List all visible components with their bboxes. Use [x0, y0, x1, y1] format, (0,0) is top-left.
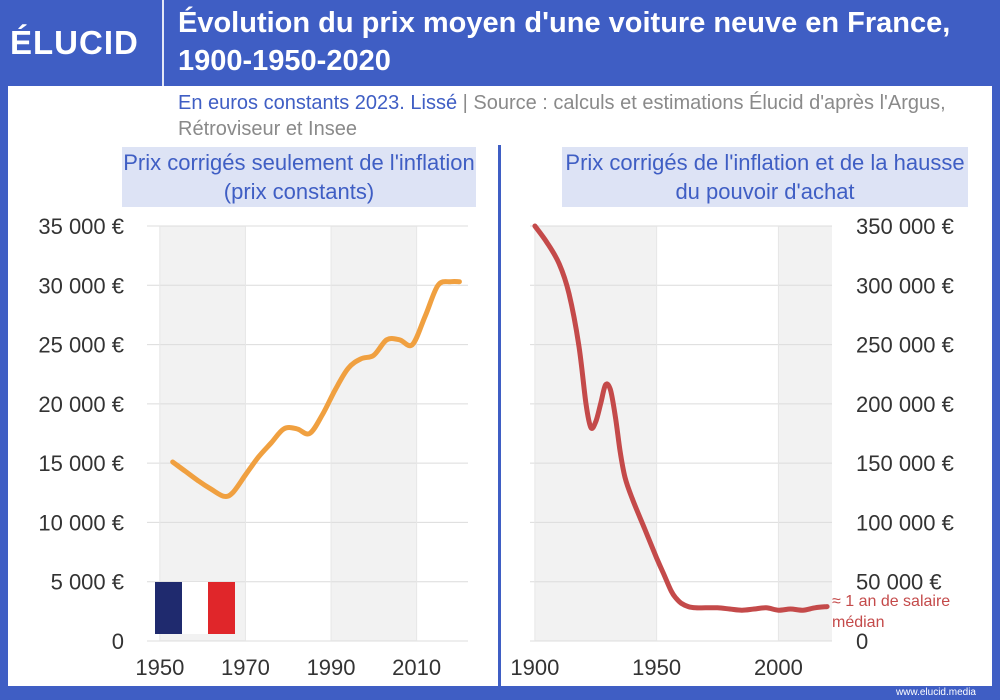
right-ytick-label: 100 000 € [856, 510, 954, 535]
left-xtick-label: 1990 [307, 655, 356, 680]
left-shaded-band-1 [331, 226, 417, 641]
left-shaded-band-0 [159, 226, 246, 641]
left-xtick-label: 2010 [392, 655, 441, 680]
header-bar [0, 0, 1000, 86]
annotation-median-salary-line-1: médian [832, 614, 884, 631]
right-xtick-label: 1900 [510, 655, 559, 680]
left-ytick-label: 10 000 € [38, 510, 124, 535]
left-ytick-label: 25 000 € [38, 333, 124, 358]
annotation-median-salary-line-0: ≈ 1 an de salaire [832, 593, 950, 610]
left-series-line-0 [170, 278, 462, 499]
flag-blue-stripe [155, 582, 182, 634]
left-ytick-label: 15 000 € [38, 451, 124, 476]
right-shaded-band-1 [778, 226, 832, 641]
right-panel-title: Prix corrigés de l'inflation et de la ha… [562, 147, 968, 207]
right-ytick-label: 350 000 € [856, 214, 954, 239]
left-ytick-label: 20 000 € [38, 392, 124, 417]
right-ytick-label: 250 000 € [856, 333, 954, 358]
footer-url: www.elucid.media [895, 687, 976, 698]
subtitle-separator: | [457, 92, 474, 114]
right-shaded-band-0 [534, 226, 657, 641]
flag-white-stripe [181, 582, 209, 634]
french-flag-icon [155, 582, 236, 634]
chart-title: Évolution du prix moyen d'une voiture ne… [178, 7, 951, 77]
left-ytick-label: 0 [112, 629, 124, 654]
subtitle: En euros constants 2023. Lissé | Source … [178, 90, 988, 142]
left-xtick-label: 1970 [221, 655, 270, 680]
subtitle-source: Source : calculs et estimations Élucid d… [178, 92, 946, 140]
right-xtick-label: 1950 [632, 655, 681, 680]
right-ytick-label: 50 000 € [856, 570, 942, 595]
left-panel-title: Prix corrigés seulement de l'inflation (… [122, 147, 476, 207]
left-ytick-label: 5 000 € [51, 570, 124, 595]
subtitle-units: En euros constants 2023. Lissé [178, 92, 458, 114]
right-series-line-0 [532, 223, 830, 613]
left-ytick-label: 35 000 € [38, 214, 124, 239]
right-ytick-label: 300 000 € [856, 273, 954, 298]
left-ytick-label: 30 000 € [38, 273, 124, 298]
elucid-logo: ÉLUCID [10, 24, 139, 61]
right-ytick-label: 150 000 € [856, 451, 954, 476]
logo-separator [162, 0, 164, 86]
panel-divider [498, 145, 501, 687]
left-xtick-label: 1950 [135, 655, 184, 680]
footer-bar [0, 686, 1000, 700]
flag-red-stripe [208, 582, 236, 634]
right-ytick-label: 0 [856, 629, 868, 654]
right-xtick-label: 2000 [754, 655, 803, 680]
right-ytick-label: 200 000 € [856, 392, 954, 417]
